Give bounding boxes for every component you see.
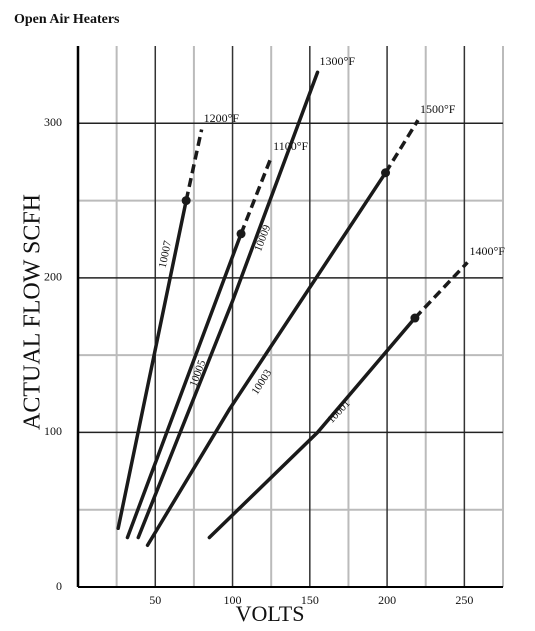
line-series (207, 316, 417, 540)
line-series (125, 232, 243, 540)
y-axis-label: ACTUAL FLOW SCFH (20, 194, 46, 430)
y-tick-label: 200 (44, 270, 62, 284)
temperature-label: 1500°F (420, 102, 456, 116)
line-extension (184, 129, 204, 201)
y-tick-label: 0 (56, 579, 62, 593)
transition-point (236, 229, 246, 239)
chart-title: Open Air Heaters (14, 12, 120, 27)
temperature-label: 1400°F (469, 244, 505, 258)
line-extension (384, 119, 420, 174)
transition-point (381, 168, 391, 178)
x-tick-label: 200 (378, 593, 396, 607)
y-tick-label: 100 (44, 424, 62, 438)
temperature-label: 1300°F (320, 54, 356, 68)
line-extension (413, 261, 469, 320)
line-series (116, 198, 188, 531)
line-extension (239, 156, 273, 235)
line-series (145, 170, 388, 548)
x-tick-label: 50 (149, 593, 161, 607)
line-series (136, 70, 320, 540)
transition-point (410, 313, 420, 323)
x-tick-label: 150 (301, 593, 319, 607)
x-axis-label: VOLTS (236, 601, 305, 626)
transition-point (181, 196, 191, 206)
series-label: 10007 (157, 239, 174, 269)
x-tick-label: 250 (455, 593, 473, 607)
y-tick-label: 300 (44, 115, 62, 129)
x-tick-label: 100 (224, 593, 242, 607)
temperature-label: 1200°F (204, 111, 240, 125)
